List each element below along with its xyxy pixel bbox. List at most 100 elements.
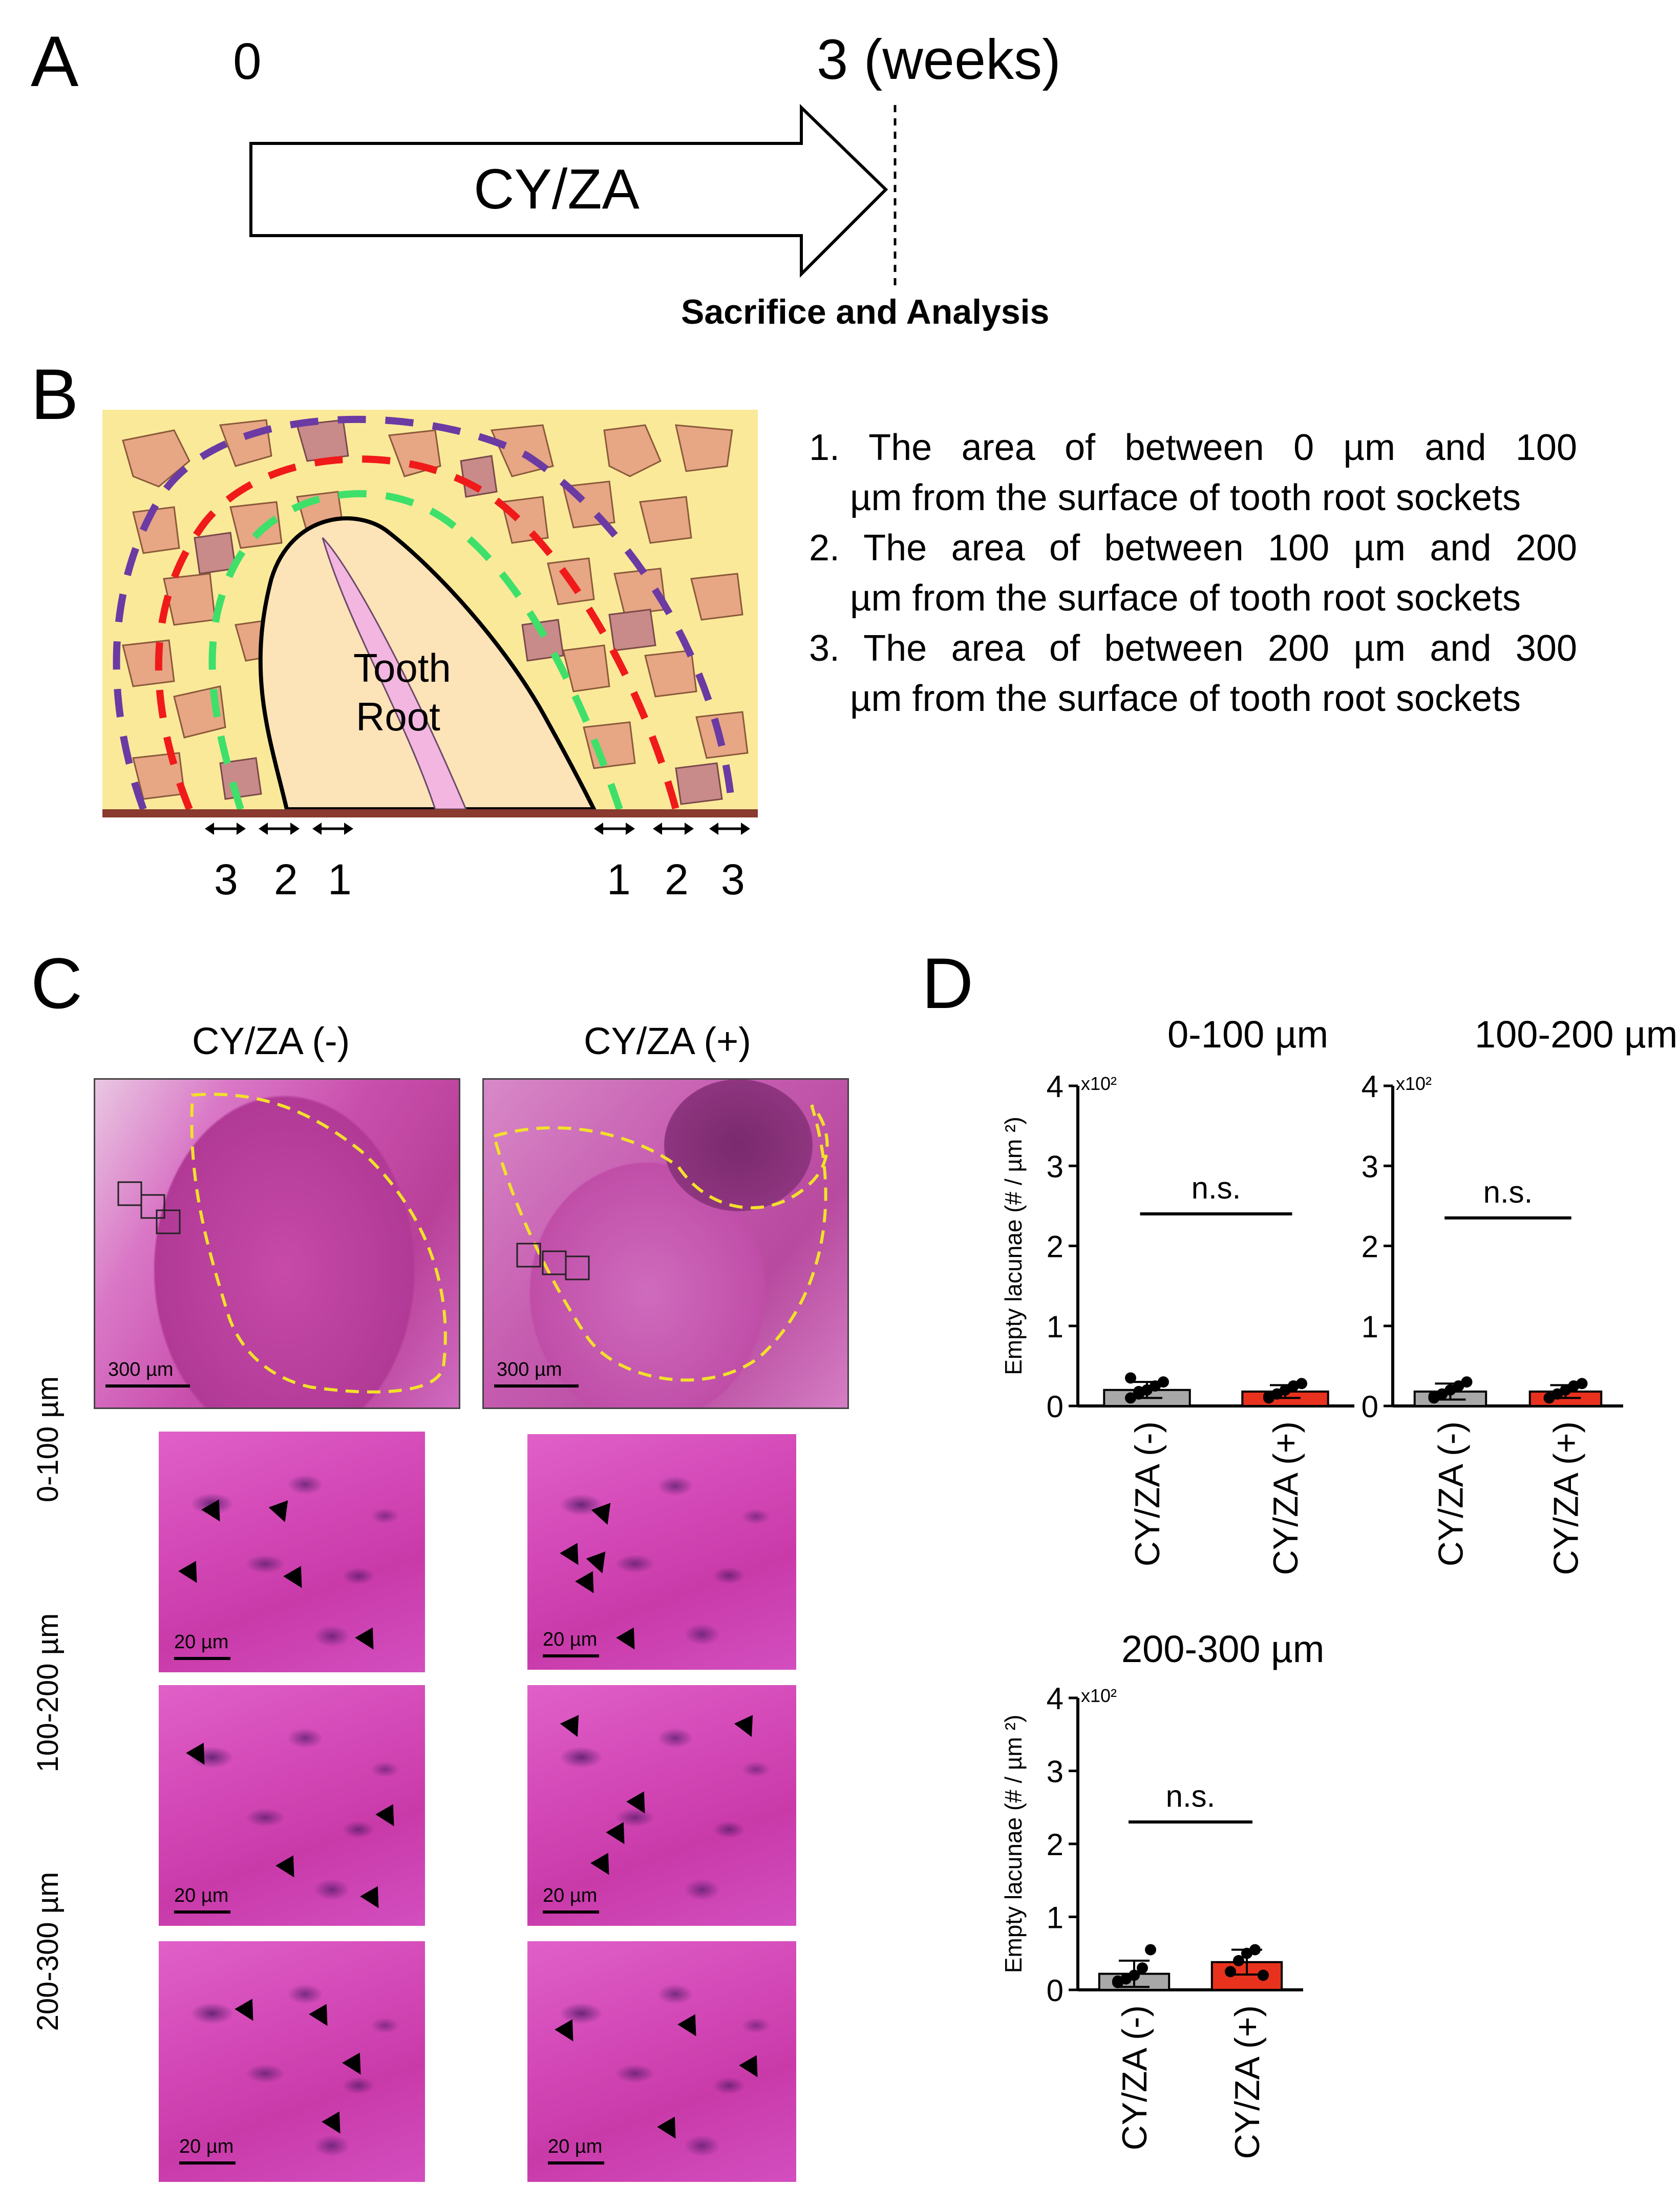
data-point — [1461, 1376, 1473, 1388]
data-point — [1263, 1391, 1274, 1402]
micrograph-minus-200-300: 20 µm — [159, 1941, 425, 2182]
micro-scale-label: 20 µm — [174, 1631, 229, 1653]
overview-image-plus: 300 µm — [482, 1078, 849, 1409]
zone-left-2: 2 — [274, 855, 298, 904]
micrograph-plus-100-200: 20 µm — [527, 1685, 796, 1926]
micro-scale-label: 20 µm — [179, 2136, 234, 2157]
y-axis-label: Empty lacunae (# / µm ²) — [1000, 1715, 1027, 1973]
micrograph-plus-200-300: 20 µm — [527, 1941, 796, 2182]
y-axis-label: Empty lacunae (# / µm ²) — [1000, 1117, 1027, 1375]
chart-title: 100-200 µm — [1475, 1013, 1677, 1056]
micro-scale-bar — [179, 2161, 236, 2165]
desc-3-rest: µm from the surface of tooth root socket… — [850, 678, 1521, 719]
y-tick-label: 1 — [1362, 1310, 1378, 1344]
y-tick-label: 0 — [1362, 1390, 1378, 1424]
desc-1-rest: µm from the surface of tooth root socket… — [850, 477, 1521, 518]
data-point — [1158, 1376, 1169, 1388]
data-point — [1233, 1955, 1244, 1966]
data-point — [1129, 1969, 1140, 1981]
panel-d-label: D — [922, 943, 974, 1023]
category-label: CY/ZA (-) — [1115, 2005, 1154, 2150]
timeline-end: 3 (weeks) — [817, 28, 1061, 91]
panel-b-label: B — [31, 354, 79, 434]
data-point — [1225, 1966, 1236, 1978]
zone-right-3: 3 — [721, 855, 745, 904]
y-tick-label: 2 — [1047, 1230, 1064, 1264]
micro-scale-label: 20 µm — [548, 2136, 603, 2157]
timeline-start: 0 — [233, 33, 262, 90]
significance-label: n.s. — [1166, 1779, 1216, 1813]
y-tick-label: 2 — [1362, 1230, 1378, 1264]
y-multiplier: x10² — [1081, 1073, 1117, 1094]
col-title-plus: CY/ZA (+) — [584, 1020, 751, 1062]
y-tick-label: 3 — [1047, 1755, 1064, 1789]
data-point — [1137, 1962, 1148, 1974]
y-tick-label: 0 — [1047, 1973, 1064, 2008]
micrograph-minus-100-200: 20 µm — [159, 1685, 425, 1926]
timeline-arrow — [249, 103, 897, 287]
micrograph-plus-0-100: 20 µm — [527, 1434, 796, 1670]
y-tick-label: 1 — [1047, 1310, 1064, 1344]
data-point — [1576, 1378, 1588, 1390]
overview-scale-bar-minus — [105, 1384, 190, 1388]
desc-1-line1: 1. The area of between 0 µm and 100 — [809, 427, 1578, 468]
data-point — [1258, 1969, 1269, 1981]
root-label: Root — [356, 694, 440, 739]
data-point — [1133, 1385, 1144, 1397]
y-multiplier: x10² — [1396, 1073, 1432, 1094]
desc-2-rest: µm from the surface of tooth root socket… — [850, 578, 1521, 619]
category-label: CY/ZA (+) — [1547, 1421, 1586, 1575]
overview-image-minus: 300 µm — [94, 1078, 460, 1409]
zone-descriptions: 1. The area of between 0 µm and 100 µm f… — [809, 423, 1577, 724]
micro-scale-bar — [174, 1910, 230, 1914]
zone-left-1: 1 — [328, 855, 352, 904]
panel-a-label: A — [31, 21, 79, 101]
micro-scale-bar — [174, 1657, 230, 1660]
micro-scale-bar — [543, 1910, 599, 1914]
panel-c-label: C — [31, 943, 83, 1023]
micro-scale-label: 20 µm — [543, 1629, 598, 1650]
overview-scale-label-minus: 300 µm — [108, 1359, 174, 1380]
y-tick-label: 1 — [1047, 1901, 1064, 1935]
data-point — [1145, 1944, 1156, 1956]
micro-scale-bar — [548, 2161, 604, 2165]
data-point — [1112, 1975, 1123, 1987]
micro-scale-label: 20 µm — [543, 1885, 598, 1906]
zone-right-1: 1 — [607, 855, 631, 904]
chart-title: 0-100 µm — [1167, 1013, 1328, 1056]
category-label: CY/ZA (+) — [1266, 1421, 1305, 1575]
y-tick-label: 4 — [1047, 1069, 1064, 1104]
tooth-label: Tooth — [353, 645, 451, 690]
y-tick-label: 0 — [1047, 1390, 1064, 1424]
y-tick-label: 3 — [1362, 1149, 1378, 1184]
category-label: CY/ZA (-) — [1128, 1421, 1167, 1566]
significance-label: n.s. — [1192, 1171, 1241, 1205]
sacrifice-label: Sacrifice and Analysis — [681, 292, 1050, 331]
data-point — [1296, 1378, 1307, 1390]
y-tick-label: 2 — [1047, 1827, 1064, 1862]
data-point — [1125, 1372, 1136, 1384]
col-title-minus: CY/ZA (-) — [192, 1020, 350, 1062]
desc-2-line1: 2. The area of between 100 µm and 200 — [809, 528, 1578, 569]
category-label: CY/ZA (+) — [1228, 2005, 1267, 2159]
y-tick-label: 3 — [1047, 1149, 1064, 1184]
significance-label: n.s. — [1483, 1175, 1533, 1209]
y-multiplier: x10² — [1081, 1685, 1117, 1706]
category-label: CY/ZA (-) — [1432, 1421, 1471, 1566]
y-tick-label: 4 — [1047, 1682, 1064, 1716]
socket-schematic — [102, 410, 758, 835]
overview-scale-label-plus: 300 µm — [497, 1359, 562, 1380]
arrow-label: CY/ZA — [474, 158, 640, 221]
micro-scale-bar — [543, 1654, 599, 1657]
data-point — [1428, 1391, 1440, 1402]
micrograph-minus-0-100: 20 µm — [159, 1432, 425, 1672]
chart-title: 200-300 µm — [1121, 1628, 1324, 1670]
zone-left-3: 3 — [214, 855, 238, 904]
data-point — [1249, 1944, 1261, 1956]
desc-3-line1: 3. The area of between 200 µm and 300 — [809, 628, 1578, 669]
y-tick-label: 4 — [1362, 1069, 1378, 1104]
micro-scale-label: 20 µm — [174, 1885, 229, 1906]
zone-right-2: 2 — [665, 855, 689, 904]
overview-scale-bar-plus — [494, 1384, 579, 1388]
